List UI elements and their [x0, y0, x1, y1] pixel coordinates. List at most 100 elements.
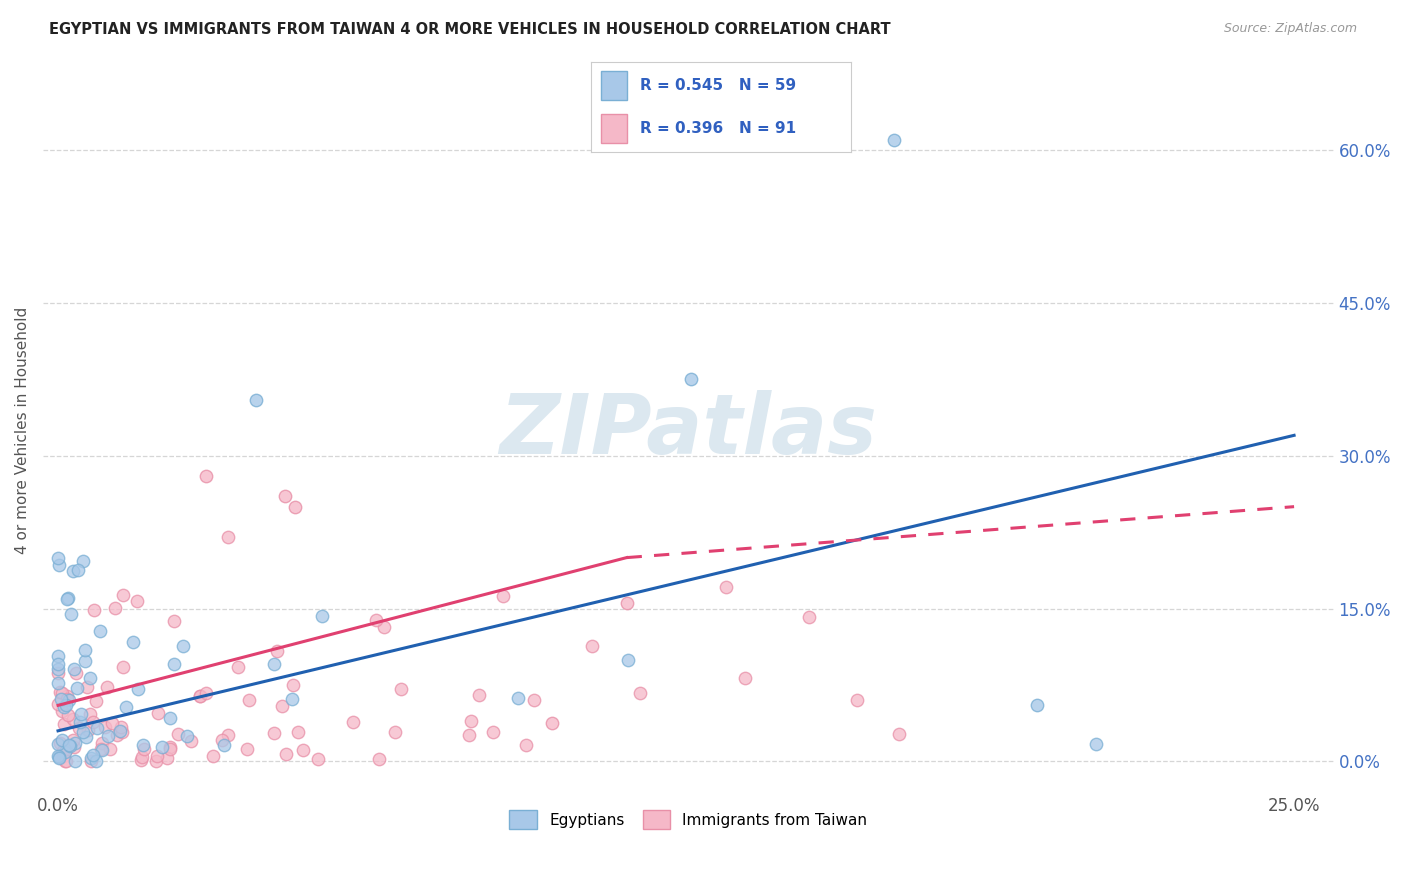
Point — [846, 693, 869, 707]
Point — [56, 691, 79, 706]
Point — [48, 666, 70, 681]
Point — [101, 715, 124, 730]
Point — [156, 751, 179, 765]
Point — [373, 620, 395, 634]
Point — [163, 657, 186, 672]
Point — [55, 743, 77, 757]
Bar — [600, 71, 627, 100]
Point — [75, 730, 97, 744]
Point — [508, 690, 530, 705]
Point — [132, 741, 155, 756]
Point — [82, 748, 104, 763]
Point — [146, 706, 169, 721]
Point — [581, 639, 603, 653]
Point — [281, 692, 304, 706]
Point — [238, 692, 260, 706]
Point — [84, 694, 107, 708]
Point — [84, 755, 107, 769]
Point — [89, 624, 111, 638]
Point — [46, 738, 69, 752]
Point — [49, 735, 72, 749]
Point — [190, 689, 212, 703]
Point — [53, 700, 76, 714]
Point — [51, 732, 73, 747]
Point — [263, 726, 285, 740]
Point — [52, 749, 75, 764]
Point — [166, 727, 188, 741]
Point — [180, 734, 202, 748]
Point — [46, 697, 69, 711]
Point — [60, 607, 83, 622]
Point — [51, 686, 73, 700]
Point — [51, 704, 73, 718]
Point — [541, 715, 564, 730]
Point — [75, 642, 97, 657]
Point — [77, 723, 100, 737]
Point — [46, 662, 69, 676]
Point — [131, 749, 153, 764]
Point — [79, 706, 101, 721]
Point — [96, 680, 118, 694]
Text: ZIPatlas: ZIPatlas — [499, 390, 877, 471]
Point — [75, 654, 97, 668]
Text: R = 0.396   N = 91: R = 0.396 N = 91 — [640, 121, 796, 136]
Point — [245, 392, 267, 407]
Point — [53, 754, 76, 768]
Point — [49, 692, 72, 706]
Point — [49, 750, 72, 764]
Point — [522, 693, 544, 707]
Point — [55, 698, 77, 712]
Point — [48, 558, 70, 573]
Point — [342, 715, 364, 730]
Point — [56, 591, 79, 605]
Point — [883, 133, 905, 147]
Point — [125, 593, 148, 607]
Point — [284, 500, 307, 514]
Point — [214, 738, 236, 752]
Point — [714, 580, 737, 594]
Point — [112, 660, 135, 674]
Point — [734, 671, 756, 685]
Point — [129, 753, 152, 767]
Point — [115, 699, 138, 714]
Point — [211, 732, 233, 747]
Point — [176, 729, 198, 743]
Point — [307, 752, 329, 766]
Point — [58, 738, 80, 752]
Point — [458, 728, 481, 742]
Point — [159, 742, 181, 756]
Point — [48, 750, 70, 764]
Point — [515, 738, 537, 752]
Point — [58, 693, 80, 707]
Point — [105, 729, 128, 743]
Point — [97, 729, 120, 743]
Point — [150, 740, 173, 755]
Point — [59, 739, 82, 754]
Point — [146, 749, 169, 764]
Point — [86, 721, 108, 735]
Point — [236, 742, 259, 756]
Point — [110, 720, 132, 734]
Point — [122, 634, 145, 648]
Point — [163, 614, 186, 628]
Point — [616, 597, 638, 611]
Point — [195, 469, 218, 483]
Point — [52, 744, 75, 758]
Point — [311, 608, 333, 623]
Point — [172, 640, 194, 654]
Point — [492, 589, 515, 603]
Y-axis label: 4 or more Vehicles in Household: 4 or more Vehicles in Household — [15, 307, 30, 554]
Point — [49, 685, 72, 699]
Point — [1026, 698, 1049, 713]
Point — [80, 755, 103, 769]
Point — [46, 676, 69, 690]
Point — [72, 725, 94, 739]
Point — [460, 714, 482, 729]
Point — [159, 711, 181, 725]
Point — [384, 725, 406, 739]
Point — [276, 747, 298, 761]
Point — [91, 743, 114, 757]
Point — [679, 372, 702, 386]
Point — [194, 686, 217, 700]
Point — [56, 689, 79, 703]
